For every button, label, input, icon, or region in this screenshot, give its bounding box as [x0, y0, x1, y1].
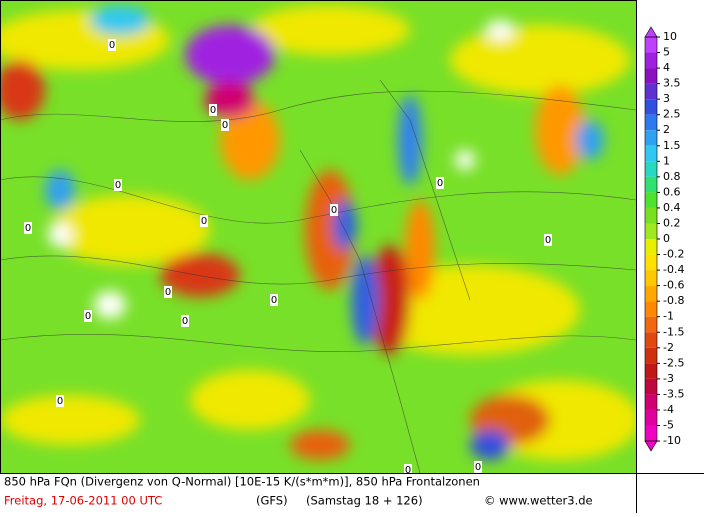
contour-label-bg [221, 119, 229, 131]
legend-band [645, 114, 657, 131]
contour-label-bg [330, 204, 338, 216]
footer-copyright: © www.wetter3.de [484, 494, 593, 508]
legend-label: 1 [663, 154, 670, 167]
legend-label: 5 [663, 46, 670, 59]
legend-label: 4 [663, 61, 670, 74]
legend-band [645, 161, 657, 177]
contour-label: 0 [222, 120, 228, 131]
legend-band [645, 68, 657, 84]
legend-band [645, 176, 657, 193]
legend-band [645, 52, 657, 69]
contours [0, 79, 636, 473]
contour-label: 0 [331, 205, 337, 216]
legend-label: -0.2 [663, 248, 684, 261]
contour-label: 0 [85, 311, 91, 322]
contour-label: 0 [182, 316, 188, 327]
legend-label: -1 [663, 310, 674, 323]
legend-band [645, 130, 657, 146]
contour-label: 0 [57, 396, 63, 407]
legend-band [645, 207, 657, 224]
contour-label-bg [404, 464, 412, 476]
contour-label: 0 [271, 295, 277, 306]
legend-band [645, 409, 657, 426]
contour-label: 0 [545, 235, 551, 246]
legend-label: 2 [663, 123, 670, 136]
contour-label-bg [181, 315, 189, 327]
legend-label: -4 [663, 403, 674, 416]
contour-label-bg [209, 104, 217, 116]
legend-cap-bottom [644, 440, 658, 452]
contour-label-bg [114, 179, 122, 191]
contour-label-bg [84, 310, 92, 322]
contour-label: 0 [201, 216, 207, 227]
contour-label-bg [108, 39, 116, 51]
contour-label: 0 [210, 105, 216, 116]
legend-label: -2.5 [663, 356, 684, 369]
legend-band [645, 316, 657, 333]
legend-label: -10 [663, 434, 681, 447]
legend-label: 0.2 [663, 216, 681, 229]
legend-band [645, 192, 657, 208]
legend-label: 0.8 [663, 170, 681, 183]
color-legend: 10 5 4 3.5 3 2.5 2 1.5 1 0.8 0.6 0.4 0.2 0 -0.2 -0.4 -0.… [644, 26, 684, 452]
legend-label: -2 [663, 341, 674, 354]
contour-label-bg [56, 395, 64, 407]
legend-band [645, 363, 657, 379]
legend-band [645, 99, 657, 115]
legend-band [645, 285, 657, 302]
contour-label-bg [164, 286, 172, 298]
legend-label: -3.5 [663, 387, 684, 400]
legend-label: -0.8 [663, 294, 684, 307]
legend-band [645, 83, 657, 100]
contour-label-bg [544, 234, 552, 246]
legend-band [645, 254, 657, 271]
footer-run: (Samstag 18 + 126) [306, 494, 423, 508]
legend-band [645, 378, 657, 395]
legend-label: -0.4 [663, 263, 684, 276]
contour-label: 0 [165, 287, 171, 298]
contour-label: 0 [115, 180, 121, 191]
legend-label: -5 [663, 419, 674, 432]
field [0, 5, 636, 460]
legend-band [645, 223, 657, 240]
legend-band [645, 145, 657, 162]
legend-band [645, 270, 657, 286]
legend-label: 2.5 [663, 108, 681, 121]
legend-label: 1.5 [663, 139, 681, 152]
contour-label-bg [270, 294, 278, 306]
contour-label-bg [200, 215, 208, 227]
contour-label: 0 [25, 223, 31, 234]
legend-label: 10 [663, 30, 677, 43]
legend-label: -0.6 [663, 279, 684, 292]
legend-band [645, 425, 657, 442]
footer-title: 850 hPa FQn (Divergenz von Q-Normal) [10… [4, 475, 480, 489]
legend-band [645, 347, 657, 364]
legend-label: 0.4 [663, 201, 681, 214]
legend-label: 0 [663, 232, 670, 245]
legend-band [645, 239, 657, 255]
legend-label: -3 [663, 372, 674, 385]
footer-date: Freitag, 17-06-2011 00 UTC [4, 494, 162, 508]
legend-band [645, 37, 657, 53]
contour-label: 0 [109, 40, 115, 51]
legend-band [645, 332, 657, 348]
footer-model: (GFS) [256, 494, 288, 508]
map [0, 0, 636, 473]
contour-label-bg [474, 461, 482, 473]
legend-band [645, 394, 657, 410]
contour-label-bg [436, 177, 444, 189]
legend-band [645, 301, 657, 317]
legend-label: 3 [663, 92, 670, 105]
contour-label: 0 [405, 465, 411, 476]
legend-label: -1.5 [663, 325, 684, 338]
contour-label-bg [24, 222, 32, 234]
contour-label: 0 [475, 462, 481, 473]
contour-label: 0 [437, 178, 443, 189]
legend-label: 3.5 [663, 77, 681, 90]
legend-label: 0.6 [663, 185, 681, 198]
legend-cap-top [644, 26, 658, 38]
